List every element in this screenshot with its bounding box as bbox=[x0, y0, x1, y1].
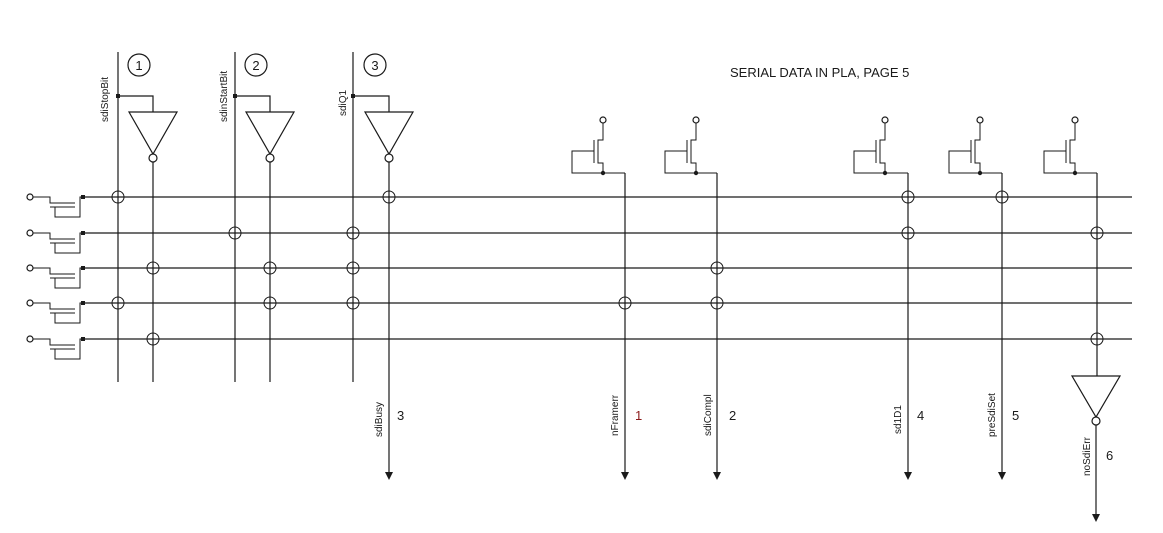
inverter-icon bbox=[127, 111, 179, 156]
bottom-output-sdicompl: sdiCompl 2 bbox=[703, 394, 736, 436]
crosspoint bbox=[1090, 332, 1104, 346]
top-output-3-label: sdiQ1 bbox=[338, 89, 349, 116]
crosspoint bbox=[901, 190, 915, 204]
input-terminal-4 bbox=[26, 299, 34, 307]
bottom-output-number: 4 bbox=[917, 408, 924, 423]
arrow-down-icon bbox=[1092, 514, 1100, 522]
crosspoint bbox=[1090, 226, 1104, 240]
bottom-output-nframerr: nFramerr 1 bbox=[610, 394, 642, 436]
crosspoint bbox=[995, 190, 1009, 204]
pullup-transistor-2 bbox=[664, 116, 717, 176]
bottom-output-label: sd1D1 bbox=[893, 405, 904, 434]
bottom-output-presdiset: preSdiSet 5 bbox=[987, 393, 1019, 437]
input-terminal-1 bbox=[26, 193, 34, 201]
crosspoint bbox=[263, 261, 277, 275]
top-output-2-label: sdinStartBit bbox=[219, 71, 230, 122]
crosspoint bbox=[111, 296, 125, 310]
crosspoint bbox=[382, 190, 396, 204]
input-transistor-2 bbox=[26, 229, 85, 254]
crosspoint bbox=[263, 296, 277, 310]
crosspoint bbox=[146, 332, 160, 346]
input-rows bbox=[84, 196, 1132, 340]
crosspoint bbox=[346, 296, 360, 310]
pullup-transistors bbox=[571, 116, 1097, 176]
top-output-2-number-circle bbox=[244, 53, 268, 77]
top-output-1: 1 sdiStopBit bbox=[100, 52, 179, 382]
top-output-1-number-circle bbox=[127, 53, 151, 77]
bottom-output-label: noSdiErr bbox=[1082, 436, 1093, 476]
bottom-output-number: 1 bbox=[635, 408, 642, 423]
bottom-output-nosdierr: noSdiErr 6 bbox=[1082, 436, 1113, 476]
input-terminal-5 bbox=[26, 335, 34, 343]
bottom-output-label: nFramerr bbox=[610, 394, 621, 436]
pullup-transistor-4 bbox=[948, 116, 1002, 176]
top-output-3: 3 sdiQ1 bbox=[338, 52, 415, 472]
input-transistor-3 bbox=[26, 264, 85, 289]
input-transistor-1 bbox=[26, 193, 85, 218]
crosspoint bbox=[346, 261, 360, 275]
top-output-3-number-circle bbox=[363, 53, 387, 77]
top-output-1-number: 1 bbox=[135, 58, 142, 73]
arrow-down-icon bbox=[621, 472, 629, 480]
input-terminal-3 bbox=[26, 264, 34, 272]
output-columns bbox=[624, 173, 1098, 472]
bottom-output-label: sdiBusy bbox=[374, 402, 385, 437]
inverter-icon bbox=[1070, 375, 1122, 419]
bottom-output-number: 3 bbox=[397, 408, 404, 423]
crosspoint bbox=[710, 261, 724, 275]
crosspoint bbox=[346, 226, 360, 240]
inverter-icon bbox=[363, 111, 415, 156]
bottom-output-sd1d1: sd1D1 4 bbox=[893, 405, 924, 434]
pullup-transistor-5 bbox=[1043, 116, 1097, 176]
crosspoints bbox=[111, 190, 1104, 346]
arrow-down-icon bbox=[713, 472, 721, 480]
crosspoint bbox=[111, 190, 125, 204]
arrow-down-icon bbox=[385, 472, 393, 480]
top-output-1-label: sdiStopBit bbox=[100, 77, 111, 122]
crosspoint bbox=[146, 261, 160, 275]
pullup-transistor-3 bbox=[853, 116, 908, 176]
bottom-output-number: 2 bbox=[729, 408, 736, 423]
bottom-output-label: sdiCompl bbox=[703, 394, 714, 436]
crosspoint bbox=[228, 226, 242, 240]
input-transistor-5 bbox=[26, 335, 85, 360]
top-output-3-number: 3 bbox=[371, 58, 378, 73]
pullup-transistor-1 bbox=[571, 116, 625, 176]
bottom-output-number: 5 bbox=[1012, 408, 1019, 423]
page-title: SERIAL DATA IN PLA, PAGE 5 bbox=[730, 65, 909, 80]
crosspoint bbox=[901, 226, 915, 240]
arrow-down-icon bbox=[998, 472, 1006, 480]
input-terminal-2 bbox=[26, 229, 34, 237]
input-transistors bbox=[26, 193, 85, 360]
crosspoint bbox=[710, 296, 724, 310]
crosspoint bbox=[618, 296, 632, 310]
bottom-output-number: 6 bbox=[1106, 448, 1113, 463]
bottom-output-label: preSdiSet bbox=[987, 393, 998, 437]
output-arrows bbox=[385, 472, 1100, 522]
arrow-down-icon bbox=[904, 472, 912, 480]
top-output-2-number: 2 bbox=[252, 58, 259, 73]
input-transistor-4 bbox=[26, 299, 85, 324]
top-output-2: 2 sdinStartBit bbox=[219, 52, 296, 382]
inverter-icon bbox=[244, 111, 296, 156]
bottom-output-sdibusy: sdiBusy 3 bbox=[374, 402, 404, 437]
